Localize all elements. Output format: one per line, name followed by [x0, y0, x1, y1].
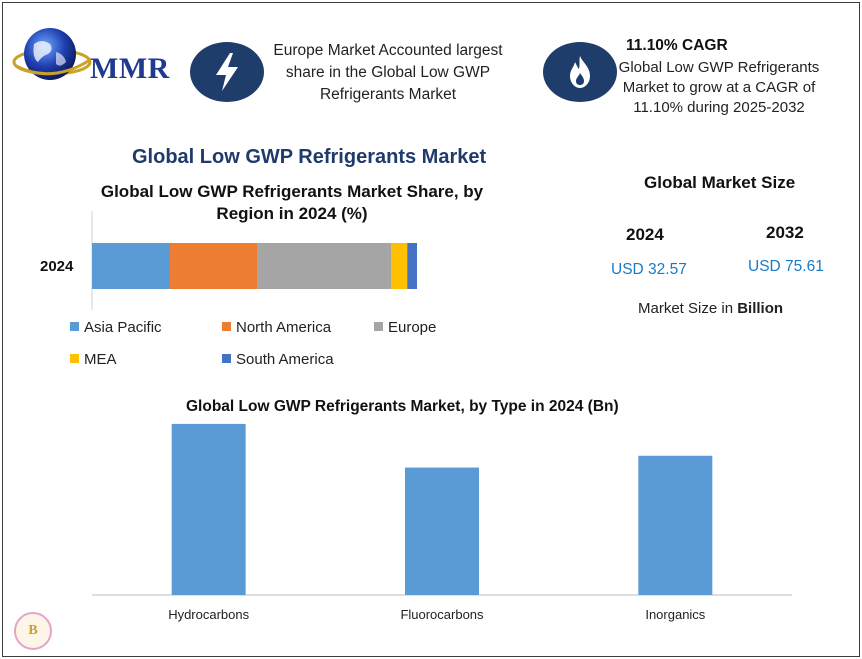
legend-label-north-america: North America [236, 319, 332, 336]
brand-badge-icon: B [14, 612, 52, 650]
market-size-value-2024: USD 32.57 [611, 261, 687, 278]
region-bar-asia-pacific [92, 243, 170, 289]
region-chart-title: Global Low GWP Refrigerants Market Share… [100, 182, 484, 223]
market-size-year-2024: 2024 [626, 225, 664, 244]
type-bar-hydrocarbons [171, 423, 246, 595]
market-size-unit: Market Size in Billion [638, 300, 783, 317]
region-bar-mea [391, 243, 408, 289]
logo-text: MMR [90, 52, 170, 85]
type-chart-title: Global Low GWP Refrigerants Market, by T… [186, 398, 619, 415]
cagr-text: Global Low GWP Refrigerants Market to gr… [618, 59, 820, 116]
market-size-unit-prefix: Market Size in [638, 300, 738, 317]
lightning-bolt-icon [190, 42, 264, 102]
legend-swatch-mea [70, 354, 79, 363]
legend-label-south-america: South America [236, 351, 334, 368]
legend-label-mea: MEA [84, 351, 117, 368]
type-bar-fluorocarbons [405, 467, 479, 595]
mmr-logo: MMR [12, 22, 172, 92]
legend-swatch-south-america [222, 354, 231, 363]
type-tick-label-hydrocarbons: Hydrocarbons [168, 607, 249, 622]
region-bar-south-america [407, 243, 417, 289]
market-size-title: Global Market Size [644, 173, 796, 192]
legend-label-europe: Europe [388, 319, 436, 336]
region-chart-category-label: 2024 [40, 258, 74, 275]
main-title: Global Low GWP Refrigerants Market [132, 146, 487, 168]
legend-label-asia-pacific: Asia Pacific [84, 319, 162, 336]
region-bar-north-america [170, 243, 258, 289]
legend-swatch-asia-pacific [70, 322, 79, 331]
legend-swatch-north-america [222, 322, 231, 331]
legend-swatch-europe [374, 322, 383, 331]
market-size-unit-bold: Billion [737, 300, 784, 317]
cagr-title: 11.10% CAGR [626, 37, 728, 54]
region-bar-europe [257, 243, 391, 289]
flame-icon [543, 42, 617, 102]
type-tick-label-inorganics: Inorganics [645, 607, 705, 622]
globe-icon [12, 28, 92, 80]
market-size-value-2032: USD 75.61 [748, 258, 824, 275]
europe-share-text: Europe Market Accounted largest share in… [273, 42, 503, 103]
market-size-year-2032: 2032 [766, 223, 804, 242]
type-tick-label-fluorocarbons: Fluorocarbons [400, 607, 484, 622]
type-bar-inorganics [638, 455, 713, 595]
